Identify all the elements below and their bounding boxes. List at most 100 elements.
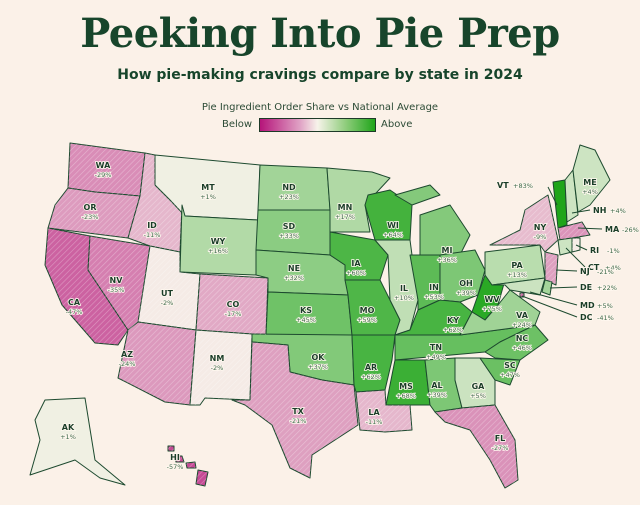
state-hi-hatch bbox=[168, 446, 174, 451]
state-la-hatch bbox=[356, 390, 412, 432]
state-label-dc: DC bbox=[580, 313, 593, 322]
state-label-ia: IA bbox=[351, 259, 361, 268]
state-label-nm: NM bbox=[210, 354, 225, 363]
callout-line-nh bbox=[571, 209, 591, 214]
state-value-ct: +4% bbox=[605, 264, 621, 272]
state-value-wy: +16% bbox=[208, 247, 228, 255]
state-value-ms: +68% bbox=[396, 392, 416, 400]
state-value-nm: -2% bbox=[211, 364, 224, 372]
state-value-la: -11% bbox=[366, 418, 383, 426]
state-label-nj: NJ bbox=[580, 267, 590, 276]
page-subtitle: How pie-making cravings compare by state… bbox=[117, 67, 523, 83]
state-label-sc: SC bbox=[504, 361, 516, 370]
state-value-mo: +59% bbox=[357, 316, 377, 324]
state-label-wv: WV bbox=[484, 295, 500, 304]
state-value-ak: +1% bbox=[60, 433, 76, 441]
state-label-or: OR bbox=[84, 203, 97, 212]
state-value-mn: +17% bbox=[335, 213, 355, 221]
state-value-dc: -41% bbox=[597, 314, 614, 322]
state-hi-hatch bbox=[186, 462, 196, 468]
legend-color-scale bbox=[259, 118, 376, 132]
state-label-ct: CT bbox=[588, 263, 600, 272]
state-label-wy: WY bbox=[211, 237, 226, 246]
state-ut-hatch bbox=[138, 246, 200, 330]
state-az-hatch bbox=[118, 322, 196, 405]
state-hi-hatch bbox=[175, 456, 184, 462]
callout-line-md bbox=[529, 291, 578, 306]
state-tx-hatch bbox=[232, 342, 358, 478]
state-value-ky: +62% bbox=[443, 326, 463, 334]
state-nv-hatch bbox=[88, 236, 150, 330]
state-label-tn: TN bbox=[430, 343, 442, 352]
state-value-in: +53% bbox=[424, 293, 444, 301]
state-value-mi: +36% bbox=[437, 256, 457, 264]
state-nj-hatch bbox=[545, 252, 558, 285]
state-label-ky: KY bbox=[447, 316, 459, 325]
state-value-wa: -29% bbox=[95, 171, 112, 179]
state-label-il: IL bbox=[400, 284, 408, 293]
state-label-oh: OH bbox=[459, 279, 473, 288]
state-value-id: -11% bbox=[144, 231, 161, 239]
state-label-ca: CA bbox=[68, 298, 81, 307]
state-value-ia: +60% bbox=[346, 269, 366, 277]
state-label-fl: FL bbox=[495, 434, 506, 443]
state-value-wi: +64% bbox=[383, 231, 403, 239]
page-title: Peeking Into Pie Prep bbox=[80, 10, 560, 57]
callout-line-dc bbox=[521, 295, 578, 318]
state-value-mt: +1% bbox=[200, 193, 216, 201]
state-value-me: +4% bbox=[582, 188, 598, 196]
state-label-ms: MS bbox=[399, 382, 413, 391]
state-label-ak: AK bbox=[62, 423, 75, 432]
state-label-mo: MO bbox=[360, 306, 375, 315]
state-label-me: ME bbox=[583, 178, 596, 187]
state-label-wa: WA bbox=[96, 161, 111, 170]
state-ma-hatch bbox=[558, 222, 590, 240]
state-label-md: MD bbox=[580, 301, 595, 310]
state-va bbox=[459, 289, 541, 336]
state-hi-hatch bbox=[196, 470, 208, 486]
state-label-az: AZ bbox=[121, 350, 133, 359]
state-ak bbox=[29, 397, 126, 486]
state-value-az: -24% bbox=[119, 360, 136, 368]
state-fl-hatch bbox=[435, 405, 518, 488]
state-value-ut: -2% bbox=[161, 299, 174, 307]
state-value-or: -23% bbox=[82, 213, 99, 221]
state-value-oh: +39% bbox=[456, 289, 476, 297]
state-label-pa: PA bbox=[511, 261, 523, 270]
callout-line-ct bbox=[565, 247, 586, 268]
state-label-nd: ND bbox=[282, 183, 296, 192]
state-value-il: +10% bbox=[394, 294, 414, 302]
state-value-hi: -57% bbox=[167, 463, 184, 471]
state-label-la: LA bbox=[368, 408, 380, 417]
state-value-wv: +75% bbox=[482, 305, 502, 313]
state-label-mt: MT bbox=[201, 183, 215, 192]
state-label-ga: GA bbox=[472, 382, 486, 391]
state-value-nd: +23% bbox=[279, 193, 299, 201]
state-label-va: VA bbox=[516, 311, 529, 320]
state-label-nc: NC bbox=[516, 334, 529, 343]
state-value-de: +22% bbox=[597, 284, 617, 292]
state-value-pa: +13% bbox=[507, 271, 527, 279]
state-value-co: -17% bbox=[225, 310, 242, 318]
state-md bbox=[491, 277, 546, 296]
state-mi bbox=[394, 184, 441, 206]
state-value-md: +5% bbox=[597, 302, 613, 310]
state-co-hatch bbox=[196, 274, 268, 335]
state-value-ma: -26% bbox=[622, 226, 639, 234]
state-value-nv: -35% bbox=[108, 286, 125, 294]
legend-below-label: Below bbox=[222, 119, 253, 130]
state-nh bbox=[564, 169, 579, 223]
state-value-tx: -21% bbox=[290, 417, 307, 425]
state-value-ny: -9% bbox=[534, 233, 547, 241]
state-value-va: +24% bbox=[512, 321, 532, 329]
state-nm-hatch bbox=[190, 330, 252, 405]
state-value-ga: +5% bbox=[470, 392, 486, 400]
state-ny-hatch bbox=[490, 195, 558, 252]
state-value-nh: +4% bbox=[610, 207, 626, 215]
state-value-ar: +62% bbox=[361, 373, 381, 381]
state-label-co: CO bbox=[227, 300, 240, 309]
callout-line-ma bbox=[577, 227, 603, 230]
legend-above-label: Above bbox=[381, 119, 413, 130]
